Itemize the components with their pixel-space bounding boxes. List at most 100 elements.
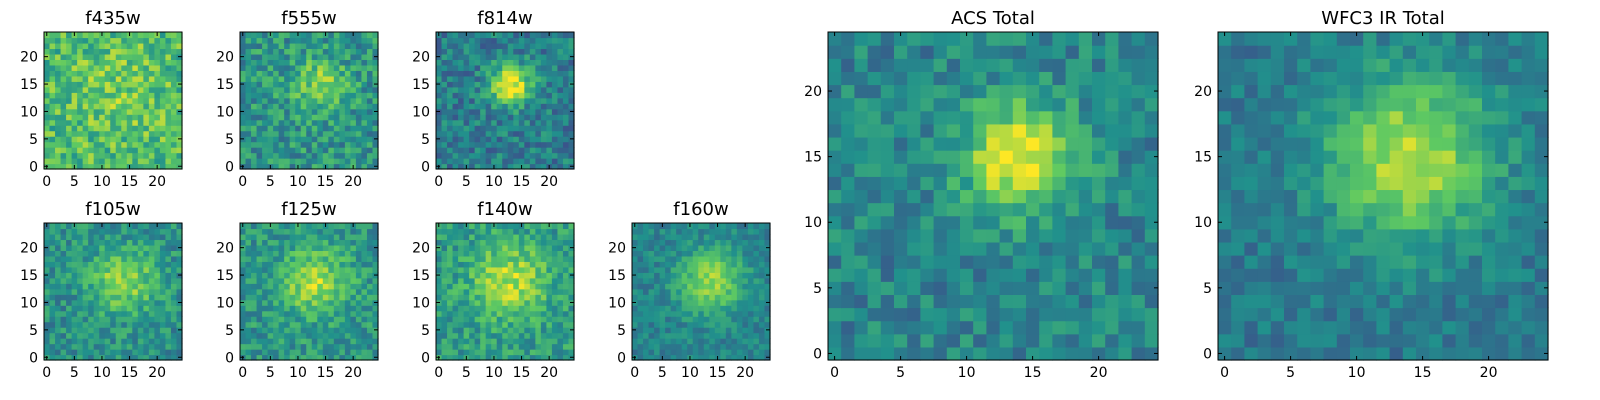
heatmap-cell <box>328 119 335 126</box>
heatmap-cell <box>295 97 302 104</box>
heatmap-cell <box>93 299 100 306</box>
heatmap-cell <box>115 125 122 132</box>
heatmap-cell <box>540 277 547 284</box>
heatmap-cell <box>632 288 639 295</box>
heatmap-cell <box>513 75 520 82</box>
heatmap-cell <box>328 70 335 77</box>
heatmap-cell <box>524 327 531 334</box>
heatmap-cell <box>49 53 56 60</box>
heatmap-cell <box>894 150 908 164</box>
heatmap-cell <box>159 53 167 60</box>
heatmap-cell <box>154 228 161 235</box>
heatmap-cell <box>148 233 155 241</box>
heatmap-cell <box>273 266 280 273</box>
heatmap-cell <box>557 316 564 323</box>
heatmap-cell <box>339 114 346 121</box>
heatmap-cell <box>880 241 895 256</box>
heatmap-cell <box>568 239 575 246</box>
heatmap-cell <box>361 97 368 104</box>
heatmap-cell <box>529 48 536 55</box>
heatmap-cell <box>485 81 492 88</box>
heatmap-cell <box>854 189 869 204</box>
heatmap-cell <box>709 321 716 328</box>
heatmap-cell <box>170 64 178 71</box>
heatmap-cell <box>110 294 117 301</box>
heatmap-cell <box>643 223 650 230</box>
heatmap-cell <box>960 294 974 309</box>
heatmap-cell <box>137 163 144 170</box>
heatmap-cell <box>535 343 542 350</box>
heatmap-cell <box>551 327 559 334</box>
heatmap-cell <box>262 119 269 126</box>
heatmap-cell <box>648 266 655 273</box>
heatmap-cell <box>251 141 258 148</box>
heatmap-cell <box>529 321 536 328</box>
heatmap-cell <box>1078 294 1093 309</box>
x-tick-label: 5 <box>266 174 275 190</box>
heatmap-cell <box>474 97 481 104</box>
heatmap-cell <box>273 114 280 121</box>
heatmap-cell <box>170 92 178 99</box>
heatmap-cell <box>502 283 509 290</box>
heatmap-cell <box>366 32 374 39</box>
heatmap-cell <box>295 119 302 126</box>
heatmap-cell <box>350 228 357 235</box>
heatmap-cell <box>1026 241 1040 256</box>
heatmap-cell <box>643 266 650 273</box>
heatmap-cell <box>372 250 379 257</box>
heatmap-cell <box>1065 163 1080 177</box>
heatmap-cell <box>71 250 78 257</box>
heatmap-cell <box>540 316 547 323</box>
heatmap-cell <box>731 294 738 301</box>
x-tick-label: 20 <box>344 365 362 381</box>
heatmap-cell <box>507 53 514 60</box>
heatmap-cell <box>1105 215 1119 230</box>
heatmap-cell <box>306 277 313 284</box>
heatmap-cell <box>366 53 374 60</box>
heatmap-cell <box>441 42 448 50</box>
heatmap-cell <box>960 320 974 335</box>
heatmap-cell <box>88 316 95 323</box>
heatmap-cell <box>132 321 139 328</box>
x-tick-label: 15 <box>513 365 531 381</box>
heatmap-cell <box>284 327 291 334</box>
heatmap-cell <box>894 307 908 322</box>
heatmap-cell <box>659 244 666 251</box>
heatmap-cell <box>643 288 650 295</box>
heatmap-cell <box>71 332 78 339</box>
heatmap-cell <box>60 108 67 115</box>
heatmap-cell <box>165 108 172 115</box>
heatmap-cell <box>355 272 363 279</box>
heatmap-cell <box>1052 320 1067 335</box>
heatmap-cell <box>60 119 67 126</box>
heatmap-cell <box>551 37 559 44</box>
heatmap-cell <box>474 152 481 159</box>
heatmap-cell <box>262 48 269 55</box>
heatmap-cell <box>154 97 161 104</box>
heatmap-cell <box>480 349 487 356</box>
heatmap-cell <box>920 163 935 177</box>
heatmap-cell <box>170 119 178 126</box>
heatmap-cell <box>159 310 167 317</box>
heatmap-cell <box>447 327 454 334</box>
heatmap-cell <box>366 283 374 290</box>
heatmap-cell <box>1118 202 1133 217</box>
heatmap-cell <box>240 277 247 284</box>
heatmap-cell <box>907 294 921 309</box>
heatmap-cell <box>165 294 172 301</box>
heatmap-cell <box>159 119 167 126</box>
heatmap-cell <box>121 59 128 66</box>
heatmap-cell <box>240 97 247 104</box>
heatmap-cell <box>306 32 313 39</box>
heatmap-cell <box>273 48 280 55</box>
heatmap-cell <box>278 81 285 88</box>
heatmap-cell <box>256 130 263 137</box>
heatmap-cell <box>154 244 161 251</box>
heatmap-cell <box>1131 255 1146 269</box>
heatmap-cell <box>698 349 705 356</box>
heatmap-cell <box>665 223 672 230</box>
heatmap-cell <box>350 103 357 110</box>
heatmap-cell <box>880 294 895 309</box>
heatmap-cell <box>546 250 553 257</box>
heatmap-cell <box>507 152 514 159</box>
